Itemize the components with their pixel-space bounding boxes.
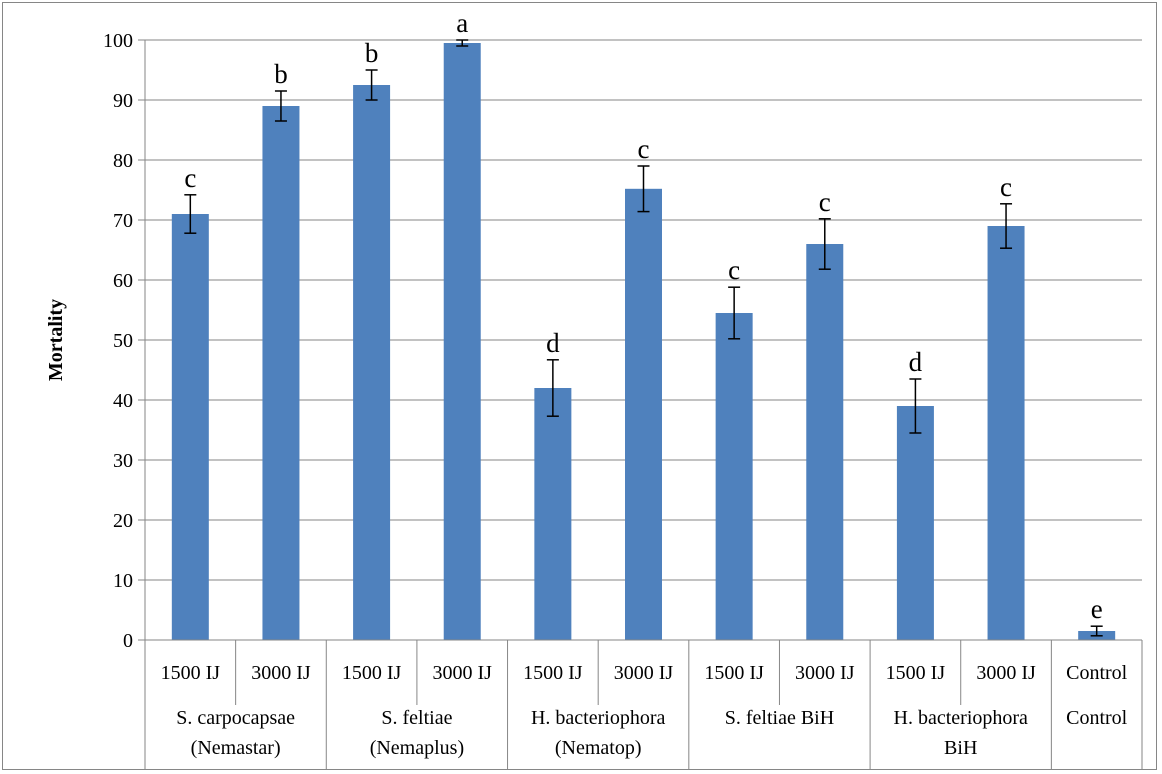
x-group-label: H. bacteriophora bbox=[531, 707, 666, 729]
x-group-label: H. bacteriophora bbox=[894, 707, 1029, 729]
x-dose-label: 3000 IJ bbox=[433, 662, 493, 684]
significance-letter: c bbox=[1000, 172, 1012, 202]
x-dose-label: 1500 IJ bbox=[342, 662, 402, 684]
y-tick-label: 40 bbox=[113, 390, 133, 412]
y-tick-label: 0 bbox=[123, 630, 133, 652]
x-dose-label: 1500 IJ bbox=[161, 662, 221, 684]
significance-letter: b bbox=[365, 38, 379, 68]
y-tick-label: 80 bbox=[113, 150, 133, 172]
x-group-label: Control bbox=[1066, 707, 1128, 729]
significance-letter: c bbox=[819, 187, 831, 217]
bar bbox=[806, 244, 844, 640]
bar bbox=[353, 85, 391, 640]
x-group-label: BiH bbox=[944, 737, 977, 759]
significance-letter: c bbox=[184, 163, 196, 193]
x-dose-label: 1500 IJ bbox=[886, 662, 946, 684]
y-tick-label: 90 bbox=[113, 90, 133, 112]
bar bbox=[262, 106, 300, 640]
bar bbox=[715, 313, 753, 640]
bar bbox=[534, 388, 572, 640]
y-tick-label: 100 bbox=[103, 30, 133, 52]
y-axis-title: Mortality bbox=[45, 299, 67, 381]
bar bbox=[896, 406, 934, 640]
y-tick-label: 20 bbox=[113, 510, 133, 532]
y-tick-label: 30 bbox=[113, 450, 133, 472]
y-tick-label: 10 bbox=[113, 570, 133, 592]
x-dose-label: 3000 IJ bbox=[795, 662, 855, 684]
significance-letter: d bbox=[546, 328, 560, 358]
x-dose-label: Control bbox=[1066, 662, 1128, 684]
bar bbox=[443, 43, 481, 640]
x-group-label: (Nemastar) bbox=[191, 737, 281, 759]
x-dose-label: 1500 IJ bbox=[523, 662, 583, 684]
x-dose-label: 3000 IJ bbox=[976, 662, 1036, 684]
x-dose-label: 3000 IJ bbox=[251, 662, 311, 684]
significance-letter: c bbox=[728, 255, 740, 285]
significance-letter: a bbox=[456, 8, 468, 38]
bar bbox=[625, 188, 662, 641]
bar bbox=[171, 214, 209, 640]
significance-letter: c bbox=[638, 134, 650, 164]
x-group-label: (Nemaplus) bbox=[370, 737, 464, 759]
y-tick-label: 60 bbox=[113, 270, 133, 292]
significance-letter: b bbox=[274, 59, 288, 89]
x-group-label: S. feltiae BiH bbox=[725, 707, 834, 729]
bar bbox=[987, 226, 1025, 640]
x-group-label: S. feltiae bbox=[381, 707, 452, 729]
y-tick-label: 50 bbox=[113, 330, 133, 352]
x-dose-label: 3000 IJ bbox=[614, 662, 674, 684]
significance-letter: d bbox=[909, 347, 923, 377]
significance-letter: e bbox=[1091, 594, 1103, 624]
y-tick-label: 70 bbox=[113, 210, 133, 232]
x-group-label: (Nematop) bbox=[555, 737, 642, 759]
x-group-label: S. carpocapsae bbox=[176, 707, 295, 729]
x-dose-label: 1500 IJ bbox=[704, 662, 764, 684]
